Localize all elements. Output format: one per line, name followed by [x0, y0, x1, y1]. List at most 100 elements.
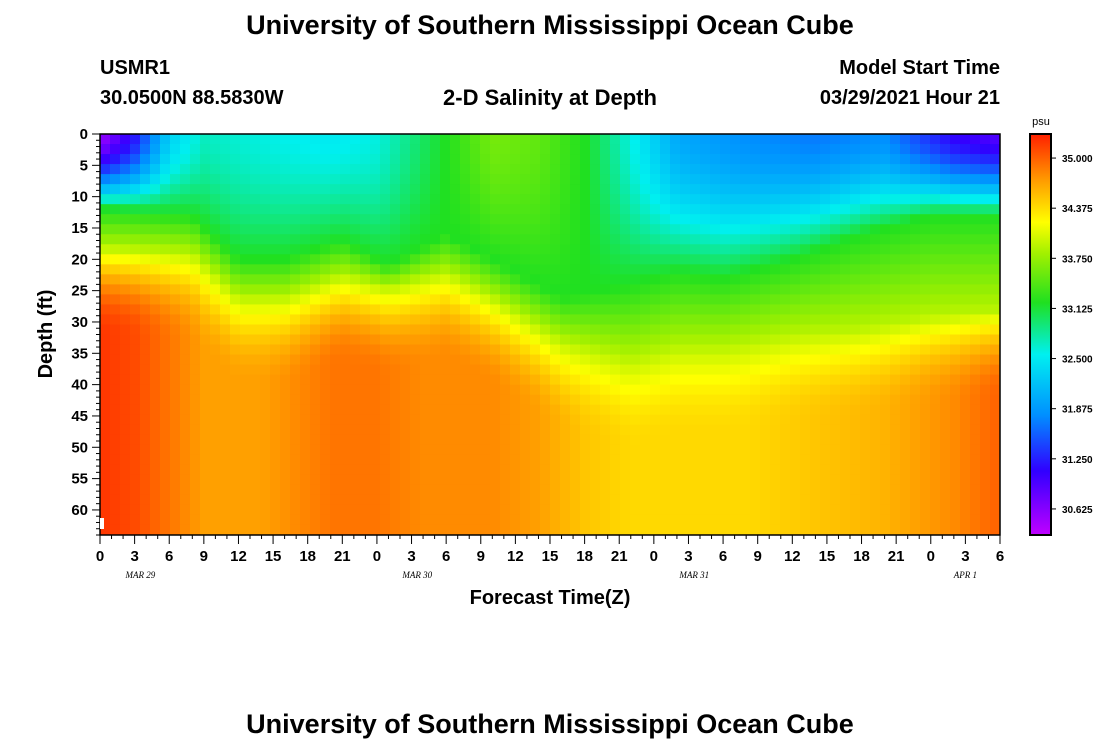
- heatmap-cell: [230, 334, 241, 346]
- heatmap-cell: [430, 324, 441, 336]
- heatmap-cell: [160, 494, 171, 506]
- heatmap-cell: [960, 484, 971, 496]
- heatmap-cell: [710, 314, 721, 326]
- heatmap-cell: [540, 464, 551, 476]
- heatmap-cell: [520, 264, 531, 275]
- heatmap-cell: [860, 474, 871, 486]
- heatmap-cell: [450, 294, 461, 306]
- heatmap-cell: [620, 164, 631, 175]
- heatmap-cell: [910, 284, 921, 296]
- heatmap-cell: [900, 364, 911, 376]
- heatmap-cell: [770, 274, 781, 285]
- heatmap-cell: [930, 324, 941, 336]
- heatmap-cell: [100, 384, 111, 396]
- heatmap-cell: [560, 164, 571, 175]
- heatmap-cell: [350, 304, 361, 316]
- heatmap-cell: [290, 364, 301, 376]
- heatmap-cell: [290, 354, 301, 366]
- heatmap-cell: [270, 474, 281, 486]
- heatmap-cell: [570, 334, 581, 346]
- heatmap-cell: [320, 204, 331, 215]
- heatmap-cell: [430, 524, 441, 535]
- heatmap-cell: [160, 284, 171, 296]
- heatmap-cell: [600, 394, 611, 406]
- heatmap-cell: [970, 324, 981, 336]
- heatmap-cell: [320, 384, 331, 396]
- heatmap-cell: [330, 254, 341, 265]
- heatmap-cell: [250, 364, 261, 376]
- heatmap-cell: [540, 294, 551, 306]
- heatmap-cell: [800, 344, 811, 356]
- heatmap-cell: [990, 314, 1000, 326]
- heatmap-cell: [510, 234, 521, 245]
- heatmap-cell: [900, 374, 911, 386]
- heatmap-cell: [320, 164, 331, 175]
- heatmap-cell: [310, 314, 321, 326]
- heatmap-cell: [420, 164, 431, 175]
- heatmap-cell: [760, 444, 771, 456]
- heatmap-cell: [980, 504, 991, 516]
- heatmap-cell: [340, 504, 351, 516]
- heatmap-cell: [910, 174, 921, 185]
- heatmap-cell: [280, 224, 291, 235]
- heatmap-cell: [930, 414, 941, 426]
- heatmap-cell: [300, 344, 311, 356]
- heatmap-cell: [530, 524, 541, 535]
- heatmap-cell: [630, 474, 641, 486]
- heatmap-cell: [960, 194, 971, 205]
- heatmap-cell: [440, 354, 451, 366]
- heatmap-cell: [820, 344, 831, 356]
- heatmap-cell: [350, 164, 361, 175]
- heatmap-cell: [470, 304, 481, 316]
- heatmap-cell: [670, 154, 681, 165]
- heatmap-cell: [930, 404, 941, 416]
- heatmap-cell: [900, 184, 911, 195]
- heatmap-cell: [460, 404, 471, 416]
- heatmap-cell: [680, 194, 691, 205]
- heatmap-cell: [220, 424, 231, 436]
- heatmap-cell: [290, 154, 301, 165]
- heatmap-cell: [180, 294, 191, 306]
- heatmap-cell: [560, 174, 571, 185]
- heatmap-cell: [380, 234, 391, 245]
- heatmap-cell: [850, 134, 861, 145]
- heatmap-cell: [870, 334, 881, 346]
- heatmap-cell: [280, 334, 291, 346]
- heatmap-cell: [480, 494, 491, 506]
- heatmap-cell: [310, 444, 321, 456]
- heatmap-cell: [420, 234, 431, 245]
- heatmap-cell: [800, 364, 811, 376]
- heatmap-cell: [780, 184, 791, 195]
- heatmap-cell: [470, 244, 481, 255]
- heatmap-cell: [410, 254, 421, 265]
- heatmap-cell: [850, 424, 861, 436]
- heatmap-cell: [410, 364, 421, 376]
- heatmap-cell: [570, 204, 581, 215]
- heatmap-cell: [700, 214, 711, 225]
- heatmap-cell: [740, 344, 751, 356]
- heatmap-cell: [500, 424, 511, 436]
- heatmap-cell: [480, 234, 491, 245]
- heatmap-cell: [250, 204, 261, 215]
- heatmap-cell: [190, 424, 201, 436]
- heatmap-cell: [490, 254, 501, 265]
- heatmap-cell: [590, 274, 601, 285]
- heatmap-cell: [760, 304, 771, 316]
- heatmap-cell: [340, 154, 351, 165]
- heatmap-cell: [290, 174, 301, 185]
- heatmap-cell: [350, 394, 361, 406]
- heatmap-cell: [370, 514, 381, 526]
- heatmap-cell: [370, 444, 381, 456]
- heatmap-cell: [280, 214, 291, 225]
- heatmap-cell: [970, 274, 981, 285]
- heatmap-cell: [500, 524, 511, 535]
- heatmap-cell: [530, 474, 541, 486]
- heatmap-cell: [540, 214, 551, 225]
- heatmap-cell: [460, 234, 471, 245]
- heatmap-cell: [670, 174, 681, 185]
- heatmap-cell: [630, 444, 641, 456]
- heatmap-cell: [650, 344, 661, 356]
- heatmap-cell: [530, 164, 541, 175]
- heatmap-cell: [140, 224, 151, 235]
- heatmap-cell: [290, 144, 301, 155]
